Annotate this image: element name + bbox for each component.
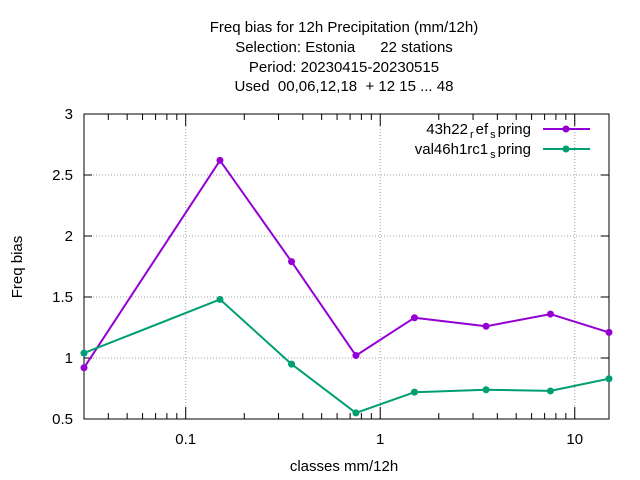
y-tick-label: 1 xyxy=(65,350,73,367)
y-tick-label: 3 xyxy=(65,106,73,123)
series-1-line xyxy=(83,159,610,369)
y-tick-label: 2 xyxy=(65,228,73,245)
chart-title-line-4: Used 00,06,12,18 + 12 15 ... 48 xyxy=(235,78,454,95)
grid xyxy=(84,114,609,419)
series-1-point xyxy=(352,352,360,360)
legend-marker-2 xyxy=(562,145,570,153)
series-1-point xyxy=(288,258,296,266)
series-2-line xyxy=(83,298,610,414)
x-tick-label: 10 xyxy=(566,431,583,448)
chart-title: Freq bias for 12h Precipitation (mm/12h)… xyxy=(210,19,478,95)
chart-title-line-1: Freq bias for 12h Precipitation (mm/12h) xyxy=(210,19,478,36)
series-1-point xyxy=(605,328,613,336)
legend-label-2: val46h1rc1 s pring xyxy=(415,141,531,161)
series-1-point xyxy=(482,322,490,330)
series-2-point xyxy=(410,388,418,396)
series-1-point xyxy=(546,310,554,318)
x-axis-label: classes mm/12h xyxy=(290,458,398,475)
axis-ticks xyxy=(84,113,609,420)
series-group xyxy=(80,156,613,417)
series-2-point xyxy=(216,295,224,303)
series-2-point xyxy=(605,375,613,383)
legend-marker-1 xyxy=(562,125,570,133)
x-tick-label: 1 xyxy=(376,431,384,448)
tick-labels: 0.5 1 1.5 2 2.5 3 0.1 1 10 xyxy=(52,106,583,448)
plot-frame xyxy=(83,113,610,420)
chart-title-line-2: Selection: Estonia 22 stations xyxy=(235,39,453,56)
legend-label-1: 43h22 r ef s pring xyxy=(426,121,531,141)
series-2-point xyxy=(546,387,554,395)
series-2-point xyxy=(288,360,296,368)
series-1-point xyxy=(80,364,88,372)
chart-title-line-3: Period: 20230415-20230515 xyxy=(249,59,439,76)
series-2-point xyxy=(80,349,88,357)
series-2-point xyxy=(352,409,360,417)
y-tick-label: 0.5 xyxy=(52,411,73,428)
series-1-point xyxy=(216,156,224,164)
series-2-point xyxy=(482,386,490,394)
series-1-point xyxy=(410,314,418,322)
x-tick-label: 0.1 xyxy=(175,431,196,448)
y-tick-label: 1.5 xyxy=(52,289,73,306)
y-tick-label: 2.5 xyxy=(52,167,73,184)
y-axis-label: Freq bias xyxy=(9,236,26,299)
